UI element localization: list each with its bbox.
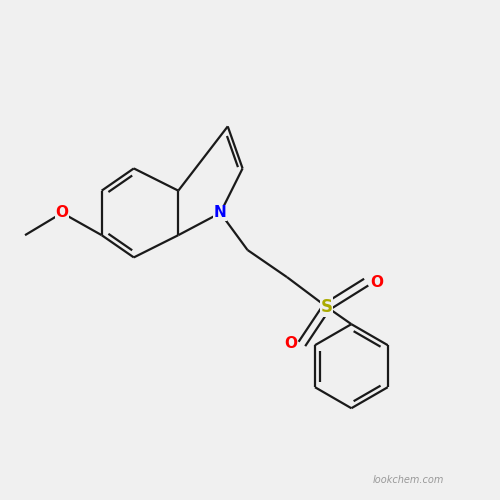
Text: lookchem.com: lookchem.com <box>372 475 444 485</box>
Text: N: N <box>214 206 226 220</box>
Text: S: S <box>320 298 332 316</box>
Text: O: O <box>284 336 298 351</box>
Text: O: O <box>56 206 68 220</box>
Text: O: O <box>370 274 384 289</box>
